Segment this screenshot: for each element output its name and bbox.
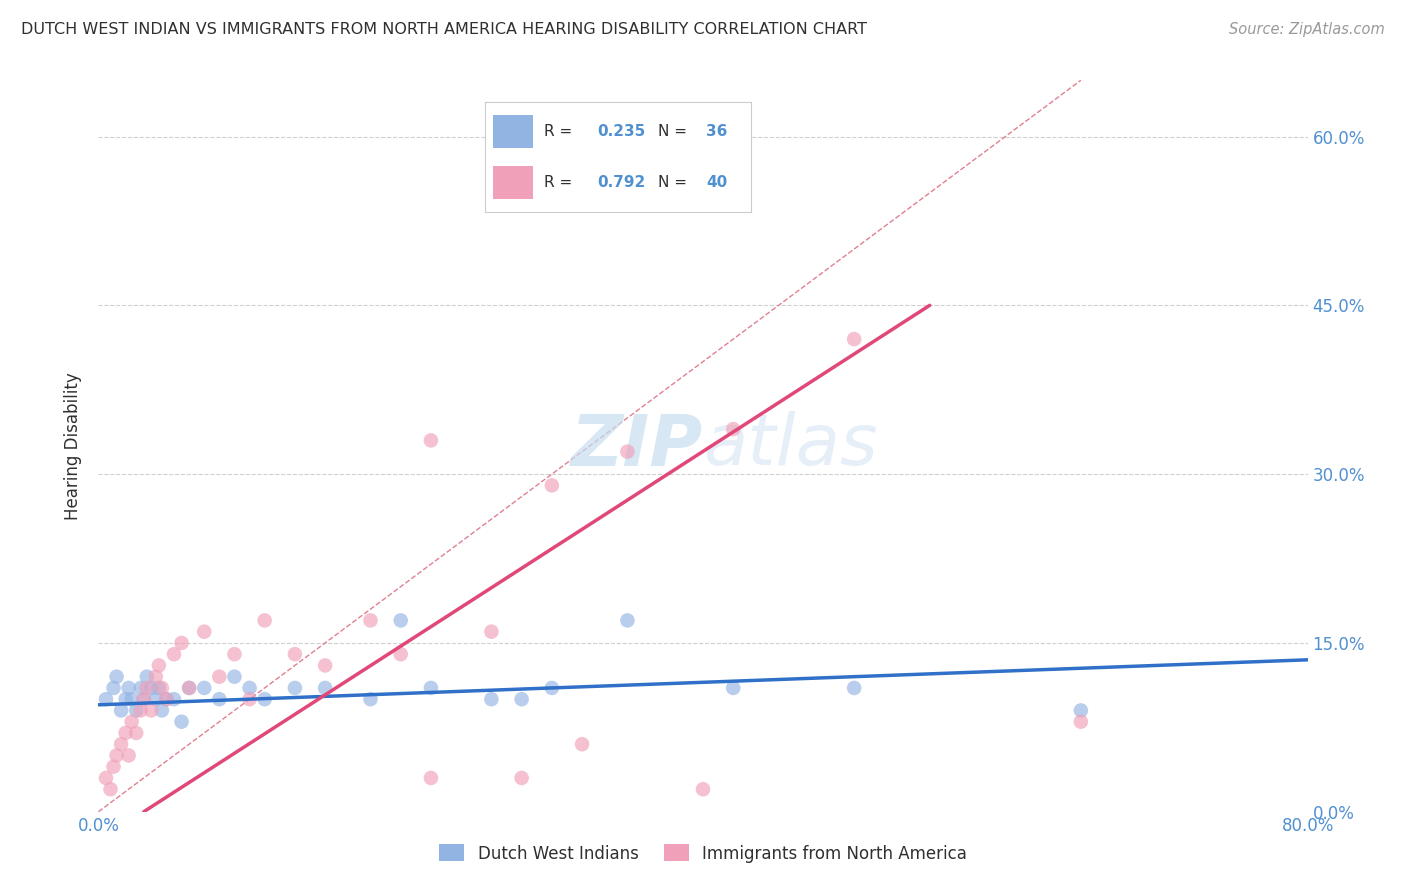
Point	[193, 681, 215, 695]
Point	[145, 670, 167, 684]
Point	[121, 714, 143, 729]
Point	[135, 670, 157, 684]
Point	[360, 614, 382, 628]
Point	[253, 614, 276, 628]
Text: ZIP: ZIP	[571, 411, 703, 481]
Point	[105, 748, 128, 763]
Point	[132, 692, 155, 706]
Point	[118, 748, 141, 763]
Point	[208, 670, 231, 684]
Point	[420, 434, 443, 448]
Point	[170, 636, 193, 650]
Point	[540, 478, 562, 492]
Point	[148, 681, 170, 695]
Point	[135, 681, 157, 695]
Point	[132, 692, 155, 706]
Point	[100, 782, 122, 797]
Point	[141, 681, 163, 695]
Point	[141, 703, 163, 717]
Point	[129, 703, 152, 717]
Point	[145, 692, 167, 706]
Point	[1070, 714, 1092, 729]
Point	[723, 681, 745, 695]
Point	[284, 681, 307, 695]
Point	[360, 692, 382, 706]
Point	[114, 692, 136, 706]
Point	[239, 681, 262, 695]
Legend: Dutch West Indians, Immigrants from North America: Dutch West Indians, Immigrants from Nort…	[433, 838, 973, 869]
Point	[481, 624, 503, 639]
Point	[125, 726, 148, 740]
Point	[163, 647, 186, 661]
Point	[94, 692, 117, 706]
Point	[224, 647, 246, 661]
Point	[389, 614, 412, 628]
Text: Source: ZipAtlas.com: Source: ZipAtlas.com	[1229, 22, 1385, 37]
Point	[110, 703, 132, 717]
Point	[239, 692, 262, 706]
Point	[114, 726, 136, 740]
Point	[420, 681, 443, 695]
Point	[844, 681, 866, 695]
Point	[844, 332, 866, 346]
Y-axis label: Hearing Disability: Hearing Disability	[65, 372, 83, 520]
Point	[510, 771, 533, 785]
Point	[224, 670, 246, 684]
Point	[179, 681, 201, 695]
Point	[94, 771, 117, 785]
Point	[1070, 703, 1092, 717]
Point	[420, 771, 443, 785]
Point	[155, 692, 177, 706]
Point	[616, 444, 638, 458]
Point	[389, 647, 412, 661]
Point	[692, 782, 714, 797]
Point	[571, 737, 593, 751]
Point	[284, 647, 307, 661]
Point	[155, 692, 177, 706]
Point	[314, 658, 336, 673]
Point	[253, 692, 276, 706]
Point	[314, 681, 336, 695]
Point	[105, 670, 128, 684]
Point	[121, 692, 143, 706]
Point	[540, 681, 562, 695]
Point	[118, 681, 141, 695]
Point	[179, 681, 201, 695]
Point	[208, 692, 231, 706]
Point	[616, 614, 638, 628]
Point	[103, 760, 125, 774]
Point	[723, 422, 745, 436]
Point	[110, 737, 132, 751]
Point	[103, 681, 125, 695]
Point	[510, 692, 533, 706]
Point	[150, 703, 173, 717]
Point	[129, 681, 152, 695]
Point	[163, 692, 186, 706]
Point	[193, 624, 215, 639]
Point	[150, 681, 173, 695]
Point	[481, 692, 503, 706]
Point	[148, 658, 170, 673]
Point	[125, 703, 148, 717]
Text: DUTCH WEST INDIAN VS IMMIGRANTS FROM NORTH AMERICA HEARING DISABILITY CORRELATIO: DUTCH WEST INDIAN VS IMMIGRANTS FROM NOR…	[21, 22, 868, 37]
Text: atlas: atlas	[703, 411, 877, 481]
Point	[170, 714, 193, 729]
